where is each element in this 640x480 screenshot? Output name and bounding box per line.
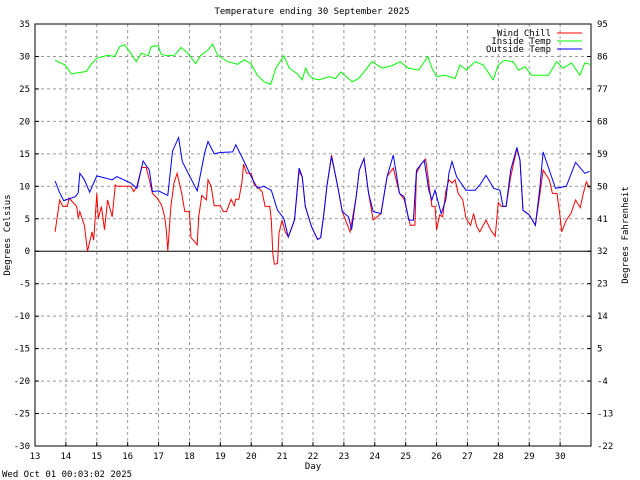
- x-tick-label: 15: [91, 452, 102, 462]
- series-line-inside-temp: [54, 43, 591, 86]
- chart-title: Temperature ending 30 September 2025: [214, 7, 409, 17]
- y-tick-label-right: 5: [597, 345, 602, 355]
- x-tick-label: 14: [60, 452, 71, 462]
- legend-label: Inside Temp: [491, 37, 551, 47]
- y-tick-label: -15: [14, 345, 30, 355]
- x-tick-label: 17: [153, 452, 164, 462]
- y-tick-label-right: 86: [597, 52, 608, 62]
- axis-ticks: 35 95 30 86 25 77 20 68 15 59 10 50 5 41 0 32 -5 23 -10 14 -…: [14, 20, 614, 462]
- x-tick-label: 28: [493, 452, 504, 462]
- y-tick-label: 5: [25, 215, 30, 225]
- x-tick-label: 22: [308, 452, 319, 462]
- y-tick-label-right: -13: [597, 410, 613, 420]
- x-tick-label: 21: [277, 452, 288, 462]
- y-tick-label-right: 95: [597, 20, 608, 30]
- y-axis-label-right: Degrees Fahrenheit: [621, 186, 631, 284]
- x-tick-label: 16: [122, 452, 133, 462]
- x-tick-label: 29: [524, 452, 535, 462]
- x-tick-label: 23: [338, 452, 349, 462]
- x-tick-label: 18: [184, 452, 195, 462]
- y-tick-label-right: 50: [597, 182, 608, 192]
- x-tick-label: 26: [431, 452, 442, 462]
- y-tick-label: -5: [19, 280, 30, 290]
- y-tick-label-right: -22: [597, 442, 613, 452]
- y-tick-label: 15: [19, 150, 30, 160]
- y-tick-label: 20: [19, 117, 30, 127]
- y-tick-label-right: 77: [597, 85, 608, 95]
- y-tick-label: 25: [19, 85, 30, 95]
- series-line-outside-temp: [54, 135, 590, 241]
- x-tick-label: 13: [30, 452, 41, 462]
- y-tick-label: -30: [14, 442, 30, 452]
- x-tick-label: 30: [555, 452, 566, 462]
- x-tick-label: 20: [246, 452, 257, 462]
- x-tick-label: 24: [369, 452, 380, 462]
- legend-label: Outside Temp: [486, 45, 551, 55]
- y-tick-label-right: 14: [597, 312, 608, 322]
- y-tick-label: -10: [14, 312, 30, 322]
- footer-timestamp: Wed Oct 01 00:03:02 2025: [2, 470, 132, 480]
- y-tick-label: 35: [19, 20, 30, 30]
- x-tick-label: 27: [462, 452, 473, 462]
- y-tick-label-right: 41: [597, 215, 608, 225]
- y-tick-label-right: 59: [597, 150, 608, 160]
- y-tick-label: -25: [14, 410, 30, 420]
- grid: [35, 24, 591, 446]
- y-tick-label-right: -4: [597, 377, 608, 387]
- y-tick-label: -20: [14, 377, 30, 387]
- series-line-wind-chill: [54, 148, 590, 265]
- y-axis-label-left: Degrees Celsius: [3, 194, 13, 275]
- y-tick-label: 10: [19, 182, 30, 192]
- x-tick-label: 25: [400, 452, 411, 462]
- legend-label: Wind Chill: [497, 29, 551, 39]
- y-tick-label-right: 32: [597, 247, 608, 257]
- series-lines: [54, 43, 591, 265]
- y-tick-label-right: 68: [597, 117, 608, 127]
- y-tick-label-right: 23: [597, 280, 608, 290]
- x-tick-label: 19: [215, 452, 226, 462]
- y-tick-label: 30: [19, 52, 30, 62]
- x-axis-label: Day: [305, 462, 322, 472]
- y-tick-label: 0: [25, 247, 30, 257]
